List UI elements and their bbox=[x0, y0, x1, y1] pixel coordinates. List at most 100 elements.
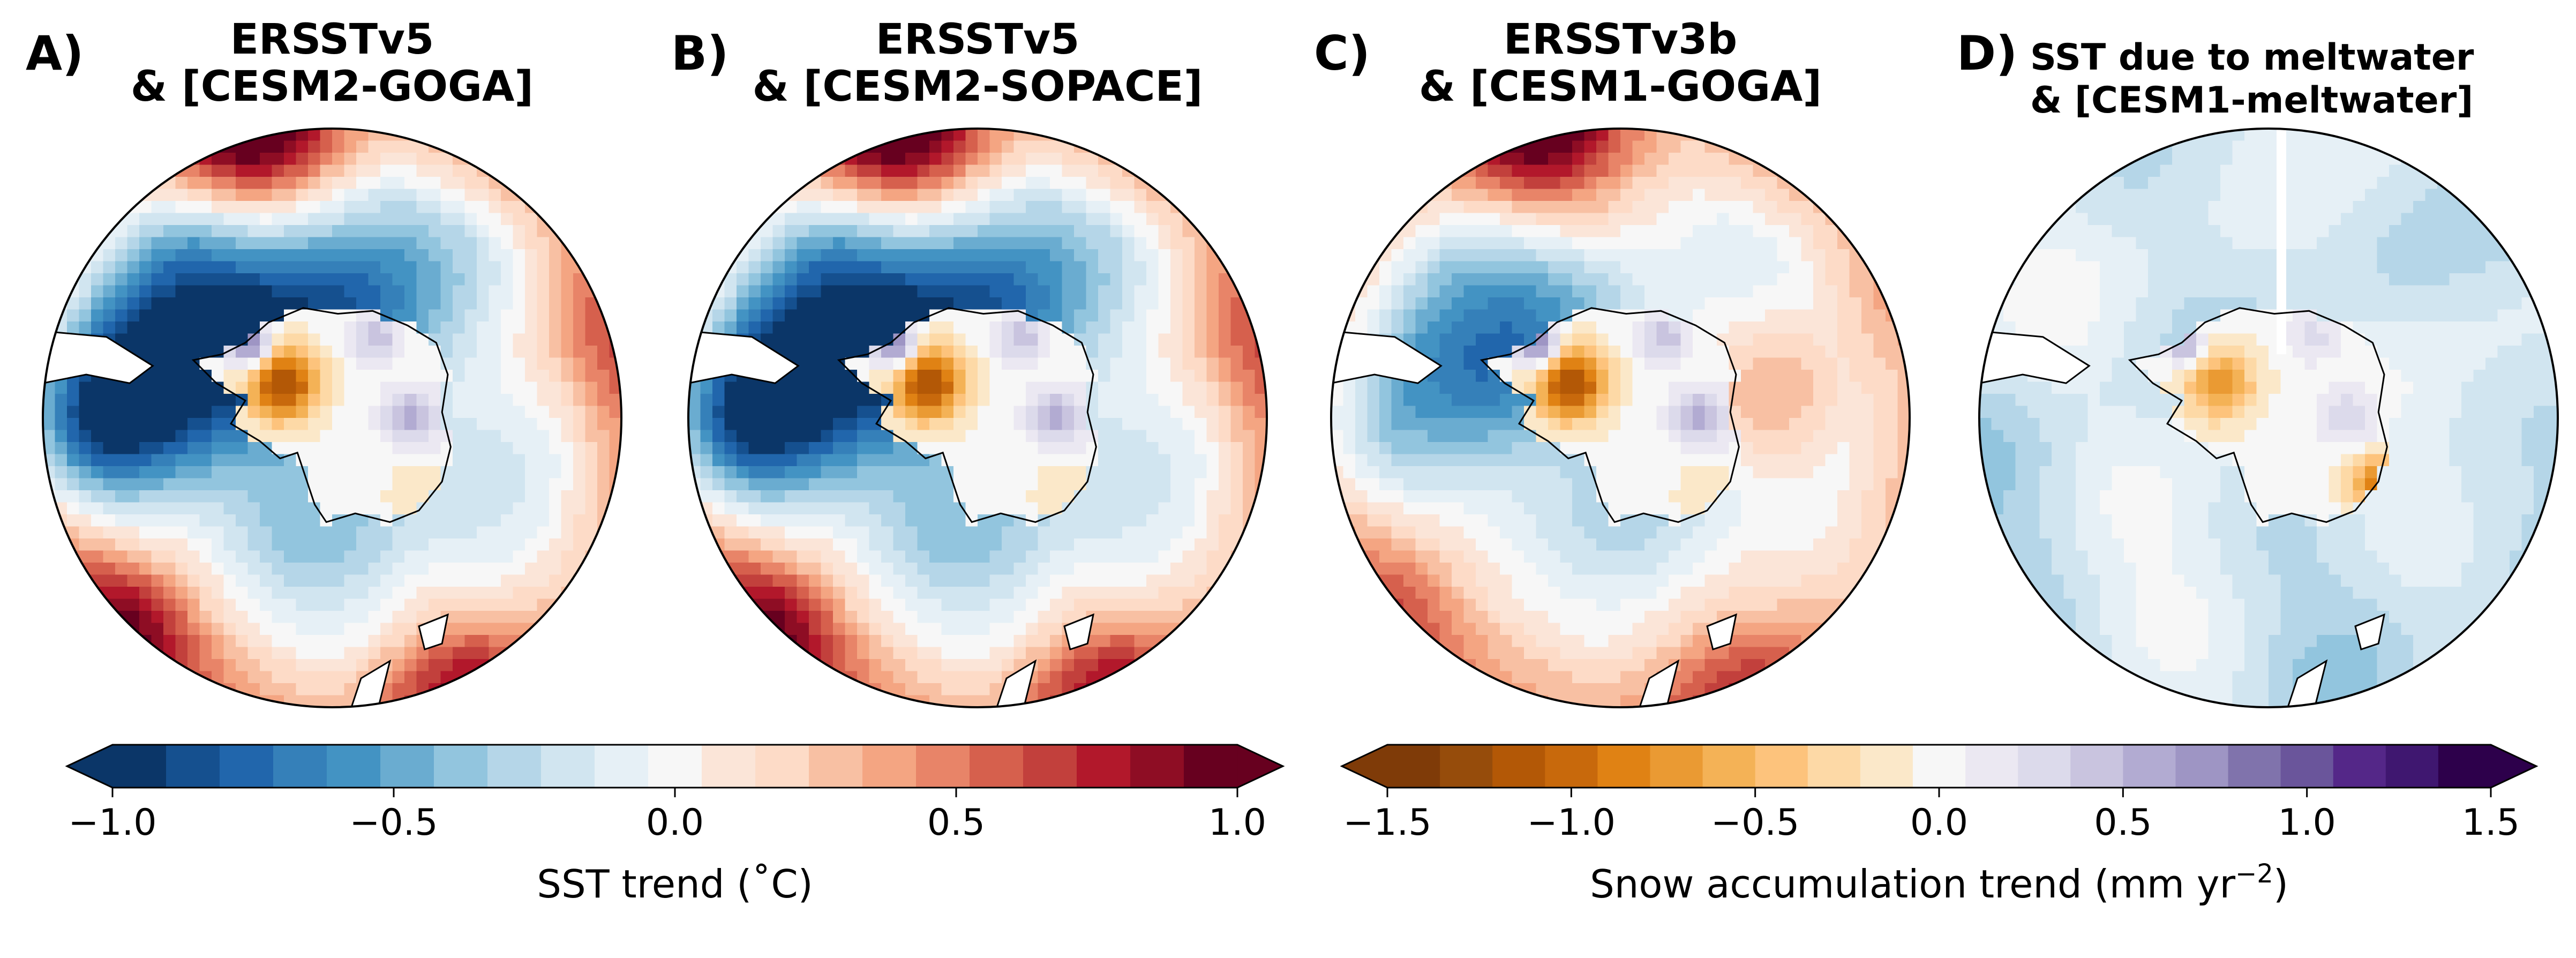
sst-cell bbox=[1741, 394, 1754, 407]
sst-cell bbox=[881, 695, 894, 707]
sst-cell bbox=[772, 297, 785, 310]
sst-cell bbox=[941, 502, 954, 515]
snow-cell bbox=[380, 321, 393, 334]
sst-cell bbox=[688, 381, 701, 394]
snow-cell bbox=[260, 381, 273, 394]
snow-cell bbox=[941, 333, 954, 346]
sst-cell bbox=[573, 346, 586, 358]
sst-cell bbox=[537, 273, 550, 286]
sst-cell bbox=[1195, 587, 1207, 600]
sst-cell bbox=[236, 309, 249, 322]
sst-cell bbox=[1801, 370, 1814, 383]
sst-cell bbox=[597, 370, 610, 383]
sst-cell bbox=[905, 237, 918, 250]
sst-cell bbox=[247, 261, 260, 274]
sst-cell bbox=[320, 225, 333, 238]
sst-cell bbox=[1560, 153, 1573, 166]
sst-cell bbox=[1596, 189, 1609, 201]
sst-cell bbox=[260, 201, 273, 214]
sst-cell bbox=[392, 538, 405, 551]
sst-cell bbox=[1873, 333, 1886, 346]
sst-cell bbox=[1476, 164, 1489, 177]
sst-cell bbox=[1219, 514, 1231, 527]
sst-cell bbox=[537, 237, 550, 250]
sst-cell bbox=[1110, 189, 1123, 201]
sst-cell bbox=[1038, 563, 1050, 575]
sst-cell bbox=[464, 563, 477, 575]
sst-cell bbox=[187, 502, 200, 515]
sst-cell bbox=[368, 164, 381, 177]
sst-cell bbox=[163, 201, 176, 214]
sst-cell bbox=[1002, 249, 1015, 262]
sst-cell bbox=[525, 574, 538, 587]
snow-cell bbox=[260, 430, 273, 443]
sst-cell bbox=[1512, 261, 1524, 274]
sst-cell bbox=[845, 201, 858, 214]
sst-cell bbox=[199, 189, 212, 201]
snow-cell bbox=[989, 333, 1002, 346]
sst-cell bbox=[1463, 418, 1476, 431]
sst-cell bbox=[833, 623, 846, 635]
sst-cell bbox=[1243, 430, 1256, 443]
sst-cell bbox=[199, 164, 212, 177]
sst-cell bbox=[761, 454, 773, 467]
sst-cell bbox=[79, 381, 92, 394]
sst-cell bbox=[561, 370, 574, 383]
sst-cell bbox=[344, 563, 357, 575]
sst-cell bbox=[953, 623, 966, 635]
sst-cell bbox=[905, 574, 918, 587]
sst-cell bbox=[284, 526, 297, 539]
sst-cell bbox=[416, 201, 429, 214]
sst-cell bbox=[356, 514, 369, 527]
sst-cell bbox=[845, 346, 858, 358]
snow-cell bbox=[344, 430, 357, 443]
sst-cell bbox=[151, 309, 164, 322]
sst-cell bbox=[1110, 574, 1123, 587]
sst-cell bbox=[1439, 346, 1452, 358]
sst-cell bbox=[941, 574, 954, 587]
snow-cell bbox=[1656, 442, 1669, 455]
sst-cell bbox=[941, 261, 954, 274]
sst-cell bbox=[404, 598, 417, 611]
snow-cell bbox=[1013, 346, 1026, 358]
sst-cell bbox=[797, 538, 809, 551]
sst-cell bbox=[223, 442, 236, 455]
sst-cell bbox=[260, 526, 273, 539]
sst-cell bbox=[965, 213, 978, 226]
sst-cell bbox=[1536, 261, 1549, 274]
sst-cell bbox=[464, 635, 477, 648]
sst-cell bbox=[272, 213, 284, 226]
sst-cell bbox=[1512, 225, 1524, 238]
snow-cell bbox=[869, 357, 882, 370]
sst-cell bbox=[368, 587, 381, 600]
sst-cell bbox=[1861, 430, 1874, 443]
sst-cell bbox=[139, 213, 152, 226]
sst-cell bbox=[151, 574, 164, 587]
snow-cell bbox=[1524, 370, 1537, 383]
sst-cell bbox=[748, 381, 761, 394]
sst-cell bbox=[869, 225, 882, 238]
sst-cell bbox=[453, 297, 465, 310]
sst-cell bbox=[464, 466, 477, 479]
sst-cell bbox=[1086, 406, 1099, 418]
sst-cell bbox=[929, 297, 942, 310]
sst-cell bbox=[821, 454, 833, 467]
sst-cell bbox=[1134, 370, 1147, 383]
sst-cell bbox=[1195, 309, 1207, 322]
snow-cell bbox=[1632, 346, 1645, 358]
snow-cell bbox=[272, 333, 284, 346]
sst-cell bbox=[1837, 346, 1850, 358]
sst-cell bbox=[284, 237, 297, 250]
snow-cell bbox=[1002, 357, 1015, 370]
sst-cell bbox=[1230, 478, 1243, 491]
sst-cell bbox=[1729, 357, 1741, 370]
sst-cell bbox=[236, 659, 249, 672]
sst-cell bbox=[1801, 466, 1814, 479]
sst-cell bbox=[223, 514, 236, 527]
sst-cell bbox=[809, 346, 822, 358]
sst-cell bbox=[356, 164, 369, 177]
snow-cell bbox=[368, 442, 381, 455]
snow-cell bbox=[1693, 418, 1706, 431]
sst-cell bbox=[247, 502, 260, 515]
sst-cell bbox=[115, 249, 128, 262]
